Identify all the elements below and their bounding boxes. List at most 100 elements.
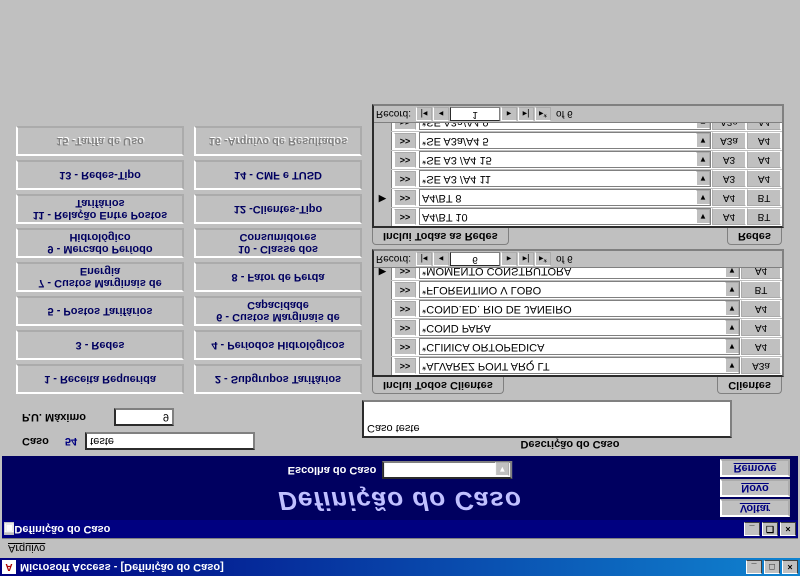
step-button[interactable]: 1 - Receita Requerida: [16, 364, 184, 394]
chevron-down-icon[interactable]: ▼: [696, 153, 710, 168]
chevron-down-icon[interactable]: ▼: [495, 462, 509, 476]
desc-input[interactable]: Caso teste: [362, 400, 732, 438]
nav-prev-icon[interactable]: ◂: [433, 252, 449, 266]
chevron-down-icon[interactable]: ▼: [725, 302, 739, 317]
nav-prev-icon[interactable]: ◂: [433, 107, 449, 121]
expand-button[interactable]: >>: [394, 339, 416, 355]
expand-button[interactable]: >>: [394, 358, 416, 374]
step-button[interactable]: 9 - Mercado Período Hidrológico: [16, 228, 184, 258]
novo-button[interactable]: Novo: [720, 479, 790, 497]
step-button[interactable]: 5 - Postos Tarifários: [16, 296, 184, 326]
row-selector[interactable]: [374, 338, 392, 356]
nav-last-icon[interactable]: ▸|: [518, 252, 534, 266]
chevron-down-icon[interactable]: ▼: [696, 210, 710, 225]
cliente-combo[interactable]: *CLINICA ORTOPEDICA▼: [419, 339, 740, 356]
rede-combo[interactable]: A4/BT 10▼: [419, 209, 711, 226]
table-row[interactable]: >>*COND PARA▼A4: [374, 318, 782, 337]
row-selector[interactable]: [374, 132, 392, 150]
step-button[interactable]: 7 - Custos Marginais de Energia: [16, 262, 184, 292]
row-selector[interactable]: [374, 319, 392, 337]
form-restore-button[interactable]: ❐: [762, 522, 778, 536]
row-selector[interactable]: [374, 300, 392, 318]
maximize-button[interactable]: □: [764, 560, 780, 574]
step-button[interactable]: 13 - Redes-Tipo: [16, 160, 184, 190]
caso-input[interactable]: teste: [85, 432, 255, 450]
step-button[interactable]: 12 -Clientes-Tipo: [194, 194, 362, 224]
rede-combo[interactable]: *SE A3a/A4 9▼: [419, 123, 711, 131]
table-row[interactable]: >>*SE A3 /A4 15▼A3A4: [374, 150, 782, 169]
step-button[interactable]: 3 - Redes: [16, 330, 184, 360]
table-row[interactable]: >>*SE A3a/A4 9▼A3aA4: [374, 123, 782, 131]
table-row[interactable]: ▶>>*MOMENTO CONSTRUTORA▼A4: [374, 268, 782, 280]
menu-arquivo[interactable]: Arquivo: [8, 542, 45, 554]
row-selector[interactable]: [374, 123, 392, 131]
chevron-down-icon[interactable]: ▼: [725, 283, 739, 298]
cliente-combo[interactable]: *MOMENTO CONSTRUTORA▼: [419, 268, 740, 280]
remove-button[interactable]: Remove: [720, 459, 790, 477]
chevron-down-icon[interactable]: ▼: [725, 321, 739, 336]
table-row[interactable]: >>*COND.ED. RIO DE JANEIRO▼A4: [374, 299, 782, 318]
nav-next-icon[interactable]: ▸: [501, 252, 517, 266]
chevron-down-icon[interactable]: ▼: [696, 191, 710, 206]
nav-last-icon[interactable]: ▸|: [518, 107, 534, 121]
table-row[interactable]: >>A4/BT 10▼A4BT: [374, 207, 782, 226]
nav-first-icon[interactable]: |◂: [416, 107, 432, 121]
row-selector[interactable]: [374, 357, 392, 375]
chevron-down-icon[interactable]: ▼: [696, 172, 710, 187]
expand-button[interactable]: >>: [394, 282, 416, 298]
chevron-down-icon[interactable]: ▼: [725, 268, 739, 279]
expand-button[interactable]: >>: [394, 268, 416, 279]
close-button[interactable]: ×: [782, 560, 798, 574]
rede-combo[interactable]: *SE A3 /A4 15▼: [419, 152, 711, 169]
cliente-combo[interactable]: *COND.ED. RIO DE JANEIRO▼: [419, 301, 740, 318]
expand-button[interactable]: >>: [394, 320, 416, 336]
expand-button[interactable]: >>: [394, 123, 416, 130]
tab-redes[interactable]: Redes: [727, 228, 782, 245]
expand-button[interactable]: >>: [394, 152, 416, 168]
step-button[interactable]: 14 - CMF e TUSD: [194, 160, 362, 190]
form-close-button[interactable]: ×: [780, 522, 796, 536]
chevron-down-icon[interactable]: ▼: [725, 359, 739, 374]
escolha-combo[interactable]: teste ▼: [382, 461, 512, 479]
expand-button[interactable]: >>: [394, 209, 416, 225]
table-row[interactable]: >>*SE A3a/A4 5▼A3aA4: [374, 131, 782, 150]
row-selector[interactable]: [374, 170, 392, 188]
form-minimize-button[interactable]: _: [744, 522, 760, 536]
cliente-combo[interactable]: *ALVAREZ PONT ARQ LT▼: [419, 358, 740, 375]
voltar-button[interactable]: Voltar: [720, 499, 790, 517]
rede-combo[interactable]: *SE A3 /A4 11▼: [419, 171, 711, 188]
step-button[interactable]: 6 - Custos Marginais de Capacidade: [194, 296, 362, 326]
step-button[interactable]: 4 - Períodos Hidrológicos: [194, 330, 362, 360]
step-button[interactable]: 2 - Subgrupos Tarifários: [194, 364, 362, 394]
table-row[interactable]: >>*SE A3 /A4 11▼A3A4: [374, 169, 782, 188]
tab-clientes[interactable]: Clientes: [717, 377, 782, 394]
nav-first-icon[interactable]: |◂: [416, 252, 432, 266]
nav-new-icon[interactable]: ▸*: [535, 252, 551, 266]
row-selector[interactable]: [374, 281, 392, 299]
rede-combo[interactable]: A4/BT 8▼: [419, 190, 711, 207]
expand-button[interactable]: >>: [394, 301, 416, 317]
rede-combo[interactable]: *SE A3a/A4 5▼: [419, 133, 711, 150]
expand-button[interactable]: >>: [394, 171, 416, 187]
chevron-down-icon[interactable]: ▼: [696, 134, 710, 149]
table-row[interactable]: >>*FLORENTINO V LOBO▼BT: [374, 280, 782, 299]
step-button[interactable]: 11 - Relação Entre Postos Tarifários: [16, 194, 184, 224]
row-selector[interactable]: [374, 151, 392, 169]
nav-next-icon[interactable]: ▸: [501, 107, 517, 121]
pu-input[interactable]: 9: [114, 408, 174, 426]
chevron-down-icon[interactable]: ▼: [725, 340, 739, 355]
tab-inclui-clientes[interactable]: Inclui Todos Clientes: [372, 377, 504, 394]
table-row[interactable]: >>*ALVAREZ PONT ARQ LT▼A3a: [374, 356, 782, 375]
table-row[interactable]: ▶>>A4/BT 8▼A4BT: [374, 188, 782, 207]
cliente-combo[interactable]: *FLORENTINO V LOBO▼: [419, 282, 740, 299]
expand-button[interactable]: >>: [394, 133, 416, 149]
row-selector[interactable]: [374, 208, 392, 226]
expand-button[interactable]: >>: [394, 190, 416, 206]
nav-new-icon[interactable]: ▸*: [535, 107, 551, 121]
step-button[interactable]: 10 - Classe dos Consumidores: [194, 228, 362, 258]
step-button[interactable]: 8 - Fator de Perda: [194, 262, 362, 292]
row-selector[interactable]: ▶: [374, 268, 392, 280]
chevron-down-icon[interactable]: ▼: [696, 123, 710, 130]
table-row[interactable]: >>*CLINICA ORTOPEDICA▼A4: [374, 337, 782, 356]
minimize-button[interactable]: _: [746, 560, 762, 574]
